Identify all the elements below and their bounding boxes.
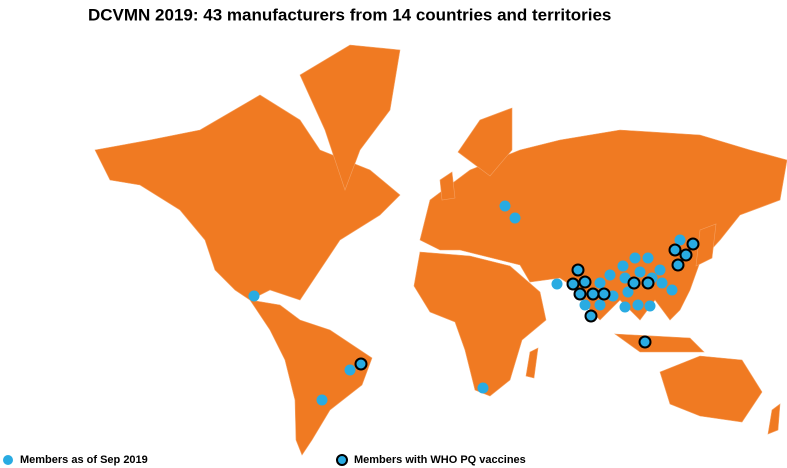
pq-member-marker	[597, 287, 611, 301]
member-marker	[629, 252, 641, 264]
pq-member-marker	[679, 248, 693, 262]
pq-member-marker	[641, 276, 655, 290]
eurasia	[419, 129, 787, 321]
pq-member-marker	[571, 263, 585, 277]
legend-marker-pq	[336, 454, 348, 466]
legend-marker-member	[3, 455, 13, 465]
member-marker	[248, 290, 260, 302]
pq-member-marker	[686, 237, 700, 251]
world-map	[94, 44, 787, 456]
member-marker	[344, 364, 356, 376]
pq-member-marker	[627, 276, 641, 290]
member-marker	[551, 278, 563, 290]
member-marker	[674, 234, 686, 246]
member-marker	[594, 277, 606, 289]
japan	[695, 223, 717, 267]
member-marker	[642, 252, 654, 264]
indonesia	[613, 333, 705, 353]
pq-member-marker	[584, 309, 598, 323]
member-marker	[477, 382, 489, 394]
pq-member-marker	[578, 275, 592, 289]
scandinavia	[457, 107, 513, 177]
member-marker	[509, 212, 521, 224]
member-marker	[604, 269, 616, 281]
pq-member-marker	[573, 287, 587, 301]
pq-member-marker	[566, 277, 580, 291]
title: DCVMN 2019: 43 manufacturers from 14 cou…	[88, 5, 611, 24]
south-america	[249, 299, 373, 456]
member-marker	[644, 300, 656, 312]
member-marker	[316, 394, 328, 406]
member-marker	[622, 286, 634, 298]
madagascar	[525, 347, 539, 379]
pq-member-marker	[586, 287, 600, 301]
africa	[413, 251, 547, 397]
pq-member-marker	[638, 335, 652, 349]
legend-label: Members as of Sep 2019	[20, 454, 148, 466]
australia	[659, 355, 763, 423]
member-marker	[634, 266, 646, 278]
member-marker	[656, 277, 668, 289]
member-marker	[619, 272, 631, 284]
member-marker	[654, 264, 666, 276]
member-marker	[632, 299, 644, 311]
new-zealand	[767, 403, 781, 435]
uk	[439, 171, 456, 201]
pq-member-marker	[668, 243, 682, 257]
member-marker	[617, 260, 629, 272]
member-marker	[666, 284, 678, 296]
pq-member-marker	[671, 258, 685, 272]
member-marker	[619, 301, 631, 313]
north-america	[94, 94, 401, 301]
legend-label: Members with WHO PQ vaccines	[354, 454, 526, 466]
member-marker	[499, 200, 511, 212]
member-marker	[579, 299, 591, 311]
member-markers	[248, 200, 700, 406]
pq-member-marker	[354, 357, 368, 371]
greenland	[299, 44, 401, 191]
member-marker	[594, 299, 606, 311]
